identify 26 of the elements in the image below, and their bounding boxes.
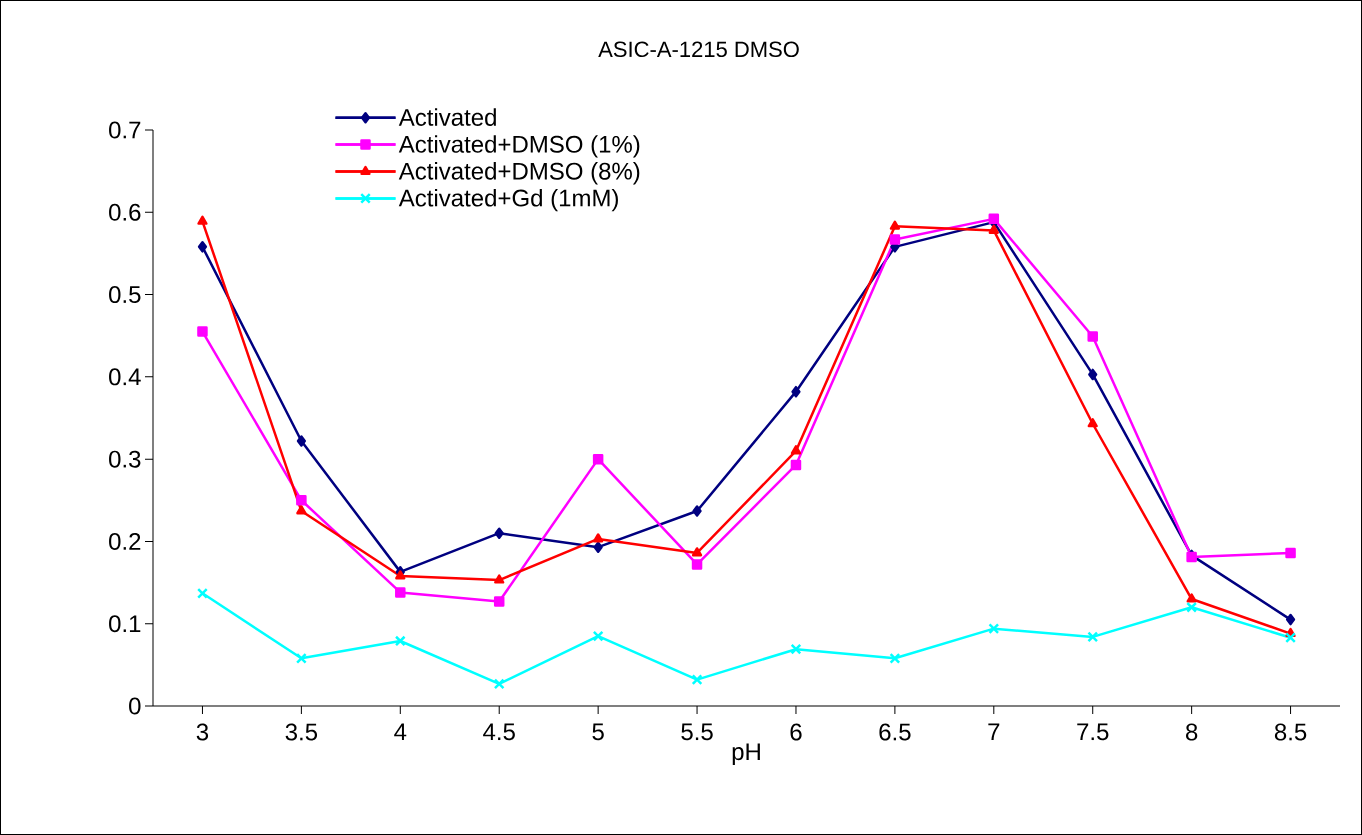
legend-label: Activated+Gd (1mM) (398, 188, 618, 212)
x-tick-label: 3 (196, 723, 209, 741)
x-tick-label: 3.5 (285, 723, 318, 741)
legend-label: Activated+DMSO (1%) (398, 135, 640, 158)
x-axis-title: pH (732, 743, 760, 765)
x-tick-label: 8 (1186, 723, 1198, 741)
x-tick-label: 7.5 (1077, 723, 1109, 741)
y-tick-label: 0.3 (109, 450, 141, 468)
y-tick-label: 0.1 (109, 615, 141, 633)
x-tick-label: 5.5 (681, 723, 713, 741)
x-tick-label: 6.5 (879, 723, 911, 741)
legend-label: Activated+DMSO (8%) (398, 162, 640, 185)
chart-title: ASIC-A-1215 DMSO (598, 41, 799, 58)
x-tick-label: 4 (394, 723, 407, 741)
legend-label: Activated (398, 108, 496, 126)
x-tick-label: 4.5 (483, 723, 515, 741)
x-tick-label: 7 (988, 723, 1000, 741)
y-tick-label: 0.4 (109, 368, 141, 386)
y-tick-label: 0 (129, 697, 141, 715)
y-tick-label: 0.7 (109, 121, 141, 139)
x-tick-label: 6 (790, 723, 802, 741)
y-tick-label: 0.5 (109, 286, 141, 304)
y-tick-label: 0.2 (109, 532, 141, 550)
x-tick-label: 5 (592, 723, 604, 741)
y-tick-label: 0.6 (109, 203, 141, 221)
x-tick-label: 8.5 (1274, 723, 1307, 741)
